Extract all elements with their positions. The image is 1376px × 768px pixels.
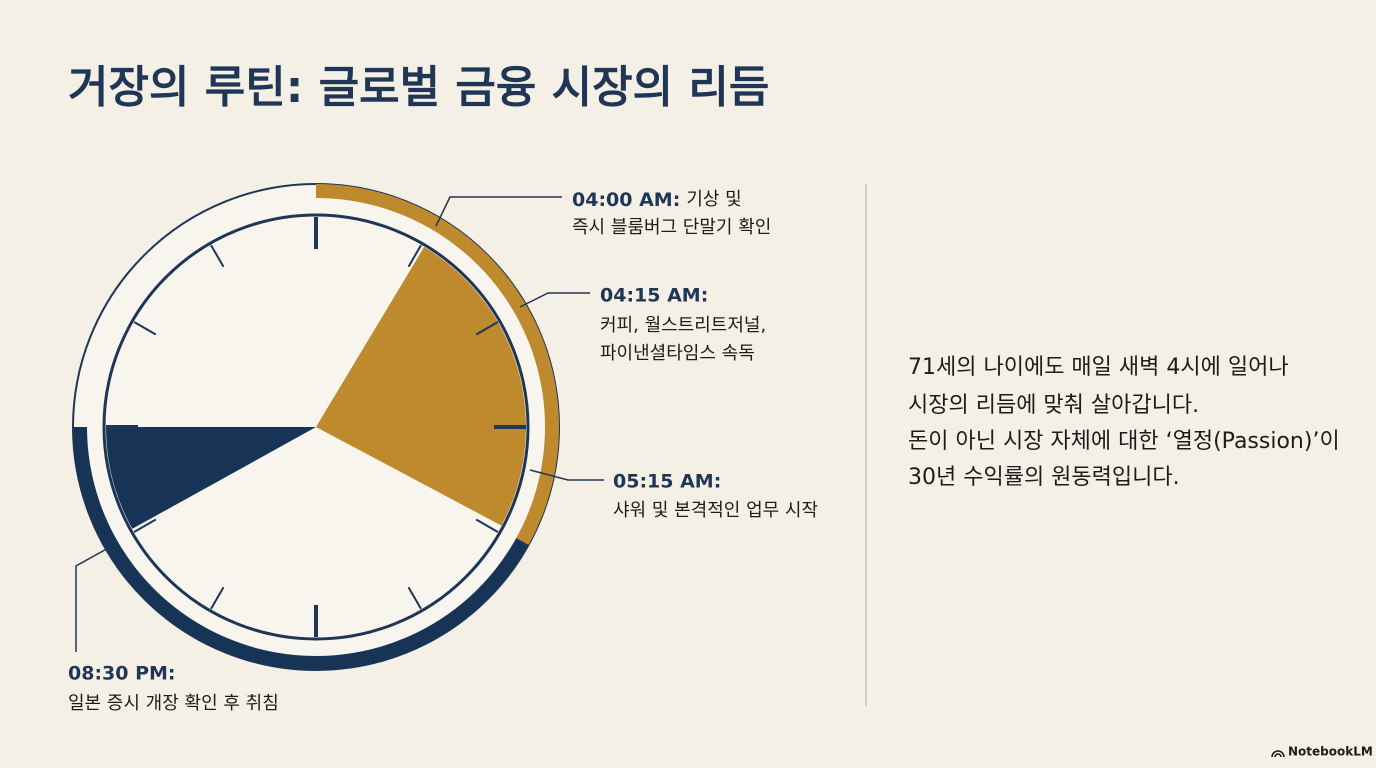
clock-tick — [133, 321, 157, 336]
navy-wedge — [106, 427, 316, 529]
line: 즉시 블룸버그 단말기 확인 — [572, 217, 771, 238]
line: 샤워 및 본격적인 업무 시작 — [613, 500, 818, 521]
leader-line — [519, 292, 590, 308]
clock — [72, 183, 560, 671]
description-line: 돈이 아닌 시장 자체에 대한 ‘열정(Passion)’이 — [908, 429, 1340, 454]
annotation: 04:00 AM: 기상 및 즉시 블룸버그 단말기 확인 — [572, 189, 771, 239]
title: 거장의 루틴: 글로벌 금융 시장의 리듬 — [68, 62, 769, 113]
leader-line — [75, 545, 113, 652]
footer-brand: NotebookLM — [1288, 745, 1373, 759]
line: 커피, 월스트리트저널, — [600, 315, 766, 336]
clock-tick — [475, 518, 499, 533]
clock-tick — [210, 586, 225, 610]
gold-wedge — [316, 246, 527, 526]
line: 기상 및 — [686, 189, 741, 210]
time: 08:30 PM: — [68, 663, 176, 685]
annotation: 05:15 AM: 샤워 및 본격적인 업무 시작 — [613, 471, 818, 522]
time: 05:15 AM: — [613, 471, 721, 493]
annotation: 08:30 PM: 일본 증시 개장 확인 후 취침 — [68, 663, 279, 715]
clock-tick — [407, 244, 422, 268]
description-line: 71세의 나이에도 매일 새벽 4시에 일어나 — [908, 355, 1289, 380]
leader-lines — [75, 196, 604, 652]
gold-arc — [316, 184, 559, 545]
leader-line — [435, 196, 562, 227]
description-line: 30년 수익률의 원동력입니다. — [908, 465, 1180, 490]
line: 파이낸셜타임스 속독 — [600, 343, 755, 364]
time: 04:00 AM: — [572, 189, 680, 211]
brand-icon — [1271, 750, 1285, 758]
clock-tick — [475, 321, 499, 336]
annotation: 04:15 AM: 커피, 월스트리트저널, 파이낸셜타임스 속독 — [600, 285, 766, 365]
annotation-text: 04:00 AM: 기상 및 — [572, 189, 742, 211]
line: 일본 증시 개장 확인 후 취침 — [68, 693, 279, 714]
clock-tick — [210, 244, 225, 268]
time: 04:15 AM: — [600, 285, 708, 307]
clock-tick — [407, 586, 422, 610]
leader-line — [529, 469, 604, 481]
description-line: 시장의 리듬에 맞춰 살아갑니다. — [908, 393, 1199, 418]
clock-tick — [133, 518, 157, 533]
